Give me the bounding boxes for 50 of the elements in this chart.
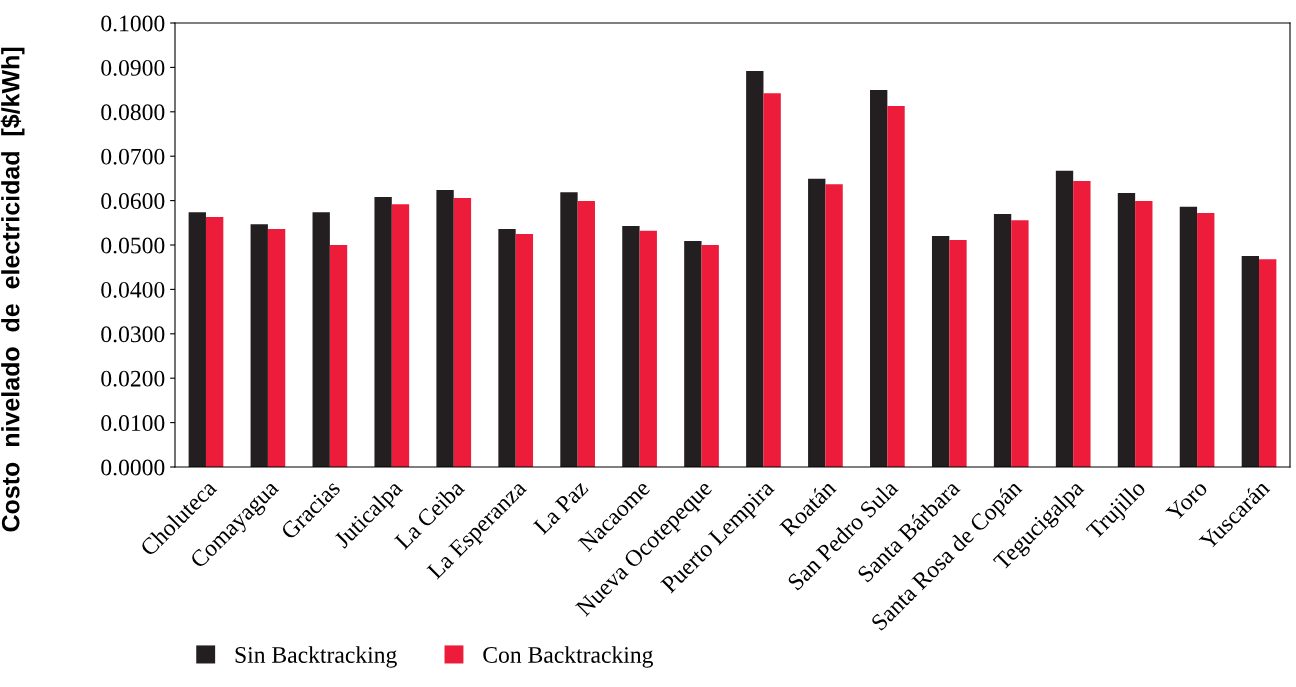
bar: [931, 236, 950, 467]
bar: [250, 224, 268, 467]
bar: [1259, 259, 1277, 467]
bar: [391, 204, 410, 467]
bar: [1197, 213, 1215, 467]
y-tick-label: 0.0500: [101, 237, 165, 254]
y-axis-title: Costo nivelado de electricidad [$/kWh]: [0, 47, 25, 532]
bar: [515, 233, 534, 467]
bar: [1117, 193, 1136, 467]
bar: [993, 213, 1012, 467]
bar: [1011, 220, 1029, 467]
y-tick-label: 0.0900: [101, 59, 165, 76]
bar: [763, 93, 781, 467]
bar: [374, 197, 392, 467]
y-tick-label: 0.0400: [101, 281, 165, 298]
bar: [498, 229, 516, 467]
bar: [639, 230, 657, 467]
bar: [825, 184, 843, 467]
y-tick-label: 0.0600: [101, 193, 165, 210]
bar: [205, 217, 224, 467]
y-tick-label: 0.0300: [101, 326, 165, 343]
bar: [1055, 170, 1074, 467]
bar: [560, 192, 578, 467]
bar: [1179, 206, 1198, 467]
bar: [701, 245, 719, 467]
bar: [1241, 256, 1260, 467]
bar: [577, 201, 595, 467]
y-tick-label: 0.1000: [101, 15, 165, 32]
legend-label: Sin Backtracking: [235, 646, 397, 668]
bar: [870, 90, 888, 467]
bar: [188, 212, 206, 467]
bar: [1135, 201, 1153, 467]
bar: [1073, 181, 1091, 467]
bar: [684, 241, 702, 467]
bar: [887, 106, 905, 467]
y-tick-label: 0.0200: [101, 370, 165, 387]
bar: [312, 212, 330, 467]
y-tick-label: 0.0700: [101, 148, 165, 165]
bar: [267, 229, 286, 467]
y-tick-label: 0.0800: [101, 104, 165, 121]
bar: [622, 225, 640, 467]
bar: [808, 178, 826, 467]
bar: [949, 240, 967, 467]
bar: [436, 189, 454, 467]
bar: [453, 197, 472, 467]
bar: [746, 70, 764, 467]
y-tick-label: 0.0000: [101, 459, 165, 476]
y-tick-label: 0.0100: [101, 415, 165, 432]
bar: [329, 245, 348, 467]
legend-label: Con Backtracking: [483, 646, 653, 668]
